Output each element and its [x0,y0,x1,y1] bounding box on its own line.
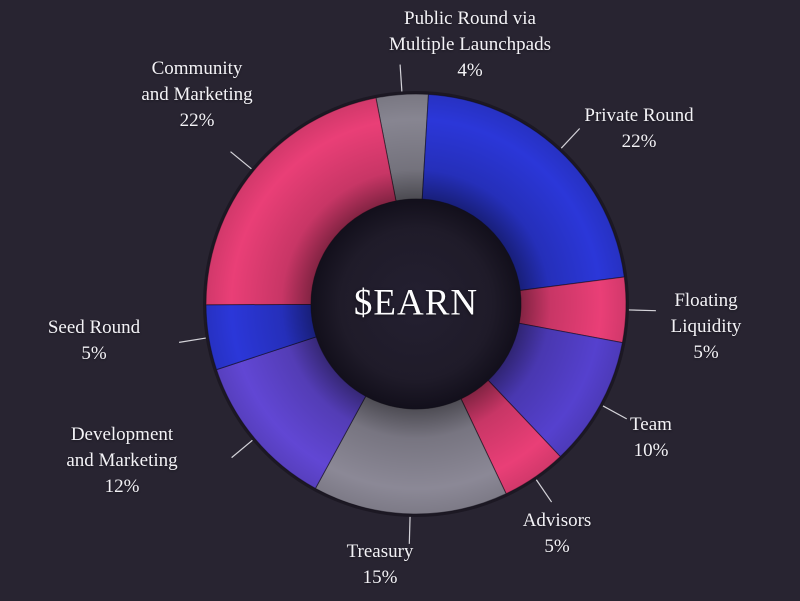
label-line: Liquidity [670,316,742,338]
leader-line-public-round [399,64,403,92]
leader-line-seed-round [178,337,206,343]
leader-line-advisors [535,479,553,503]
label-line: Public Round via [404,8,536,29]
label-pct: 12% [104,476,140,498]
label-community-marketing: Community and Marketing 22% [141,56,252,135]
leader-line-development-marketing [231,439,253,459]
label-line: and Marketing [66,450,178,472]
label-floating-liquidity: Floating Liquidity 5% [671,288,742,367]
label-line: Treasury [346,541,414,562]
center-token-label: $EARN [353,282,479,324]
label-treasury: Treasury 15% [347,539,414,591]
leader-line-team [602,405,628,420]
leader-line-private-round [560,128,581,149]
leader-line-community-marketing [230,151,252,170]
label-advisors: Advisors 5% [523,508,592,560]
label-line: Multiple Launchpads [389,34,551,56]
donut-hole [311,199,521,409]
label-development-marketing: Development and Marketing 12% [66,422,177,501]
label-pct: 22% [621,131,657,153]
label-line: Community [151,58,243,79]
label-line: and Marketing [141,84,253,106]
label-pct: 5% [544,536,570,558]
leader-line-treasury [408,516,411,544]
label-pct: 5% [81,343,107,365]
label-line: Floating [674,290,738,311]
leader-lines [178,64,656,544]
label-pct: 22% [179,110,215,132]
label-line: Development [70,424,174,445]
label-pct: 4% [457,60,483,82]
label-line: Private Round [584,105,694,126]
leader-line-floating-liquidity [628,309,656,312]
label-private-round: Private Round 22% [584,103,693,155]
label-line: Advisors [522,510,592,531]
label-team: Team 10% [630,412,672,464]
label-public-round: Public Round via Multiple Launchpads 4% [389,6,551,85]
label-pct: 10% [633,440,669,462]
label-line: Seed Round [47,317,141,338]
label-line: Team [630,414,672,435]
label-pct: 15% [362,567,398,589]
label-seed-round: Seed Round 5% [48,315,140,367]
label-pct: 5% [693,342,719,364]
